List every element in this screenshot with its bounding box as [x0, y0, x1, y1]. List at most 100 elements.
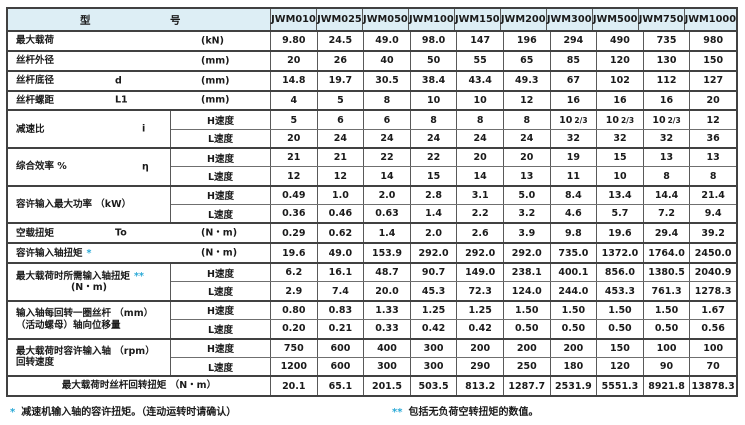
row-label-text: 空载扭矩 — [16, 227, 55, 239]
table-cell: 300 — [409, 357, 457, 376]
table-cell: 20 — [270, 129, 317, 148]
footnote-2: ** 包括无负荷空转扭矩的数值。 — [392, 403, 538, 418]
table-cell: 90 — [642, 357, 690, 376]
table-cell: 130 — [642, 51, 690, 70]
table-cell: 13 — [502, 167, 550, 185]
table-cell: 0.46 — [316, 205, 364, 223]
table-subrow: H速度 0.80 0.83 1.33 1.25 1.25 1.50 1.50 1.50 1.50 1… — [171, 301, 736, 321]
table-cell: 200 — [549, 339, 597, 357]
table-cell: 40 — [363, 51, 410, 70]
row-unit: (mm) — [201, 94, 230, 106]
table-cell: 98.0 — [409, 32, 457, 50]
model-header: JWM010 — [270, 9, 316, 30]
row-label-text: 减速比 — [16, 123, 45, 135]
table-cell: 0.20 — [270, 320, 317, 338]
table-cell: 120 — [596, 51, 643, 70]
table-row-group: 综合效率 % η H速度 21 21 22 22 20 20 19 15 13 13 L速度 12 12 14 1… — [8, 149, 736, 187]
table-cell: 49.0 — [363, 32, 410, 50]
table-subrow: L速度 2.9 7.4 20.0 45.3 72.3 124.0 244.0 453.3 761.… — [171, 282, 736, 300]
table-cell: 2.6 — [456, 224, 503, 243]
speed-label: H速度 — [207, 344, 234, 356]
table-cell: 1.0 — [316, 186, 364, 205]
table-subrow: H速度 21 21 22 22 20 20 19 15 13 13 — [171, 149, 736, 168]
speed-label: L速度 — [207, 287, 234, 299]
model-header: JWM300 — [545, 9, 592, 30]
speed-label: H速度 — [207, 306, 234, 318]
row-label-text: 最大载荷时容许输入轴 （rpm） — [16, 345, 155, 357]
footnote-2-text: 包括无负荷空转扭矩的数值。 — [408, 407, 539, 418]
speed-label: L速度 — [207, 324, 234, 336]
table-cell: 1278.3 — [689, 282, 736, 300]
table-cell: 300 — [363, 357, 410, 376]
table-cell: 813.2 — [456, 377, 503, 396]
table-cell: 8 — [409, 111, 457, 129]
table-cell: 14.8 — [270, 71, 317, 90]
table-row-group: 减速比 i H速度 5 6 6 8 8 8 10 2/3 10 2/3 10 2/3 12 L速度 20 24 24 2… — [8, 111, 736, 150]
table-cell: 2.0 — [363, 186, 410, 205]
table-cell: 13878.3 — [689, 377, 736, 396]
table-cell: 600 — [316, 339, 364, 357]
row-label: 容许输入轴扭矩 * (N・m) — [8, 244, 270, 262]
speed-subrows: H速度 0.80 0.83 1.33 1.25 1.25 1.50 1.50 1.50 1.50 1… — [170, 301, 736, 338]
row-symbol: L1 — [115, 94, 128, 106]
table-cell: 400.1 — [549, 264, 597, 282]
table-cell: 292.0 — [456, 244, 503, 263]
table-cell: 0.21 — [316, 320, 364, 338]
table-cell: 0.29 — [270, 224, 317, 243]
table-cell: 12 — [316, 167, 364, 185]
table-cell: 150 — [596, 339, 643, 357]
table-cell: 32 — [549, 129, 597, 148]
table-row-group: 容许输入最大功率 （kW） H速度 0.49 1.0 2.0 2.8 3.1 5.0 8.4 13… — [8, 186, 736, 225]
model-header: JWM750 — [637, 9, 684, 30]
table-cell: 2040.9 — [689, 264, 736, 282]
table-cell: 292.0 — [409, 244, 457, 263]
row-label: 最大载荷时丝杆回转扭矩 （N・m） — [8, 377, 270, 395]
row-label-text: 综合效率 % — [16, 161, 67, 173]
table-cell: 124.0 — [502, 282, 550, 300]
model-header: JWM500 — [591, 9, 638, 30]
table-cell: 244.0 — [549, 282, 597, 300]
table-cell: 735 — [642, 32, 690, 50]
table-cell: 11 — [549, 167, 597, 185]
row-label-text: 最大载荷时所需输入轴扭矩 — [16, 270, 131, 282]
table-cell: 12 — [502, 91, 550, 110]
table-cell: 1.50 — [642, 301, 690, 320]
table-cell: 5.7 — [596, 205, 643, 223]
model-title-type: 型 — [80, 14, 91, 26]
table-cell: 49.3 — [502, 71, 550, 90]
table-cell: 24 — [363, 129, 410, 148]
table-cell: 19.6 — [596, 224, 643, 243]
table-cell: 21 — [270, 149, 317, 167]
footnote-2-asterisk: ** — [392, 407, 403, 418]
table-cell: 1380.5 — [642, 264, 690, 282]
row-label: 丝杆外径 (mm) — [8, 52, 270, 70]
model-row-title: 型 号 — [8, 9, 270, 30]
table-cell: 29.4 — [642, 224, 690, 243]
table-cell: 19.6 — [270, 244, 317, 263]
speed-label: H速度 — [207, 191, 234, 203]
table-cell: 980 — [689, 32, 736, 50]
table-cell: 22 — [409, 149, 457, 167]
table-cell: 201.5 — [363, 377, 410, 396]
table-cell: 149.0 — [456, 264, 503, 282]
speed-subrows: H速度 0.49 1.0 2.0 2.8 3.1 5.0 8.4 13.4 14.4 21.4 L速度… — [170, 186, 736, 223]
model-header: JWM025 — [315, 9, 362, 30]
table-cell: 32 — [596, 129, 643, 148]
table-cell: 24 — [456, 129, 503, 148]
table-cell: 85 — [549, 51, 597, 70]
table-cell: 453.3 — [596, 282, 643, 300]
table-cell: 127 — [689, 71, 736, 90]
speed-label: L速度 — [207, 362, 234, 374]
table-cell: 1.50 — [596, 301, 643, 320]
row-label: 最大载荷 (kN) — [8, 32, 270, 50]
table-cell: 196 — [502, 32, 550, 50]
table-cell: 70 — [689, 357, 736, 376]
fraction-suffix: 2/3 — [667, 115, 681, 125]
table-cell: 14 — [456, 167, 503, 185]
table-cell: 1.4 — [409, 205, 457, 223]
table-cell: 600 — [316, 357, 364, 376]
model-header: JWM1000 — [683, 9, 736, 30]
table-row-group: 丝杆外径 (mm) 20 26 40 50 55 65 85 120 130 150 — [8, 51, 736, 72]
row-label: 最大载荷时所需输入轴扭矩 ** (N・m) — [8, 264, 170, 300]
